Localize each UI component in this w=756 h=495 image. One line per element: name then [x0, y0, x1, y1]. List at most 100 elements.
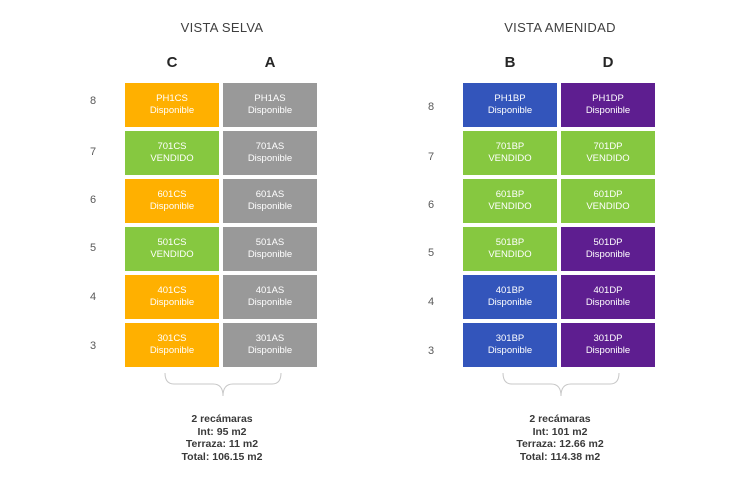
unit-code: 401CS: [157, 285, 187, 296]
unit-cell[interactable]: 401CS Disponible: [124, 274, 220, 320]
floor-label: 3: [89, 340, 97, 352]
summary-interior: Int: 101 m2: [532, 425, 588, 438]
unit-code: 401DP: [593, 285, 623, 296]
unit-cell[interactable]: 701BP VENDIDO: [462, 130, 558, 176]
unit-status: Disponible: [247, 249, 293, 260]
unit-status: Disponible: [149, 345, 195, 356]
unit-code: PH1AS: [254, 93, 286, 104]
unit-code: 401BP: [495, 285, 525, 296]
unit-grid-vista-selva: PH1CS Disponible PH1AS Disponible 701CS VEN…: [124, 82, 320, 372]
unit-code: PH1BP: [494, 93, 526, 104]
summary-bedrooms: 2 recámaras: [529, 413, 591, 425]
unit-status: Disponible: [487, 345, 533, 356]
unit-code: 701AS: [255, 141, 285, 152]
floor-label: 5: [427, 247, 435, 259]
unit-status: Disponible: [247, 345, 293, 356]
unit-cell[interactable]: 401AS Disponible: [222, 274, 318, 320]
unit-grid-vista-amenidad: PH1BP Disponible PH1DP Disponible 701BP VEN…: [462, 82, 658, 372]
floor-label: 6: [427, 199, 435, 211]
unit-code: PH1DP: [592, 93, 624, 104]
unit-code: 501AS: [255, 237, 285, 248]
unit-status: Disponible: [247, 201, 293, 212]
summary-total: Total: 106.15 m2: [181, 450, 263, 463]
unit-cell[interactable]: PH1CS Disponible: [124, 82, 220, 128]
unit-status: Disponible: [585, 297, 631, 308]
floor-label: 3: [427, 345, 435, 357]
unit-code: 501CS: [157, 237, 187, 248]
unit-code: 701BP: [495, 141, 525, 152]
unit-status: VENDIDO: [150, 249, 194, 260]
floor-label: 5: [89, 242, 97, 254]
unit-cell[interactable]: 701CS VENDIDO: [124, 130, 220, 176]
unit-summary-vista-amenidad: 2 recámaras Int: 101 m2 Terraza: 12.66 m…: [460, 413, 660, 463]
unit-status: Disponible: [247, 153, 293, 164]
unit-status: VENDIDO: [150, 153, 194, 164]
column-header-a: A: [264, 54, 276, 71]
unit-cell[interactable]: 601BP VENDIDO: [462, 178, 558, 224]
floor-label: 4: [427, 296, 435, 308]
unit-code: 301BP: [495, 333, 525, 344]
unit-cell[interactable]: 401DP Disponible: [560, 274, 656, 320]
unit-cell[interactable]: 301BP Disponible: [462, 322, 558, 368]
summary-terrace: Terraza: 11 m2: [185, 438, 259, 450]
section-title-vista-amenidad: VISTA AMENIDAD: [504, 20, 616, 35]
unit-code: 301CS: [157, 333, 187, 344]
unit-status: Disponible: [487, 297, 533, 308]
unit-status: Disponible: [487, 105, 533, 116]
unit-status: Disponible: [585, 249, 631, 260]
unit-cell[interactable]: PH1DP Disponible: [560, 82, 656, 128]
unit-code: PH1CS: [156, 93, 188, 104]
unit-code: 301AS: [255, 333, 285, 344]
unit-cell[interactable]: 501BP VENDIDO: [462, 226, 558, 272]
unit-status: Disponible: [585, 345, 631, 356]
unit-code: 601DP: [593, 189, 623, 200]
summary-terrace: Terraza: 12.66 m2: [516, 438, 604, 450]
unit-status: VENDIDO: [586, 201, 630, 212]
floor-label: 7: [427, 151, 435, 163]
brace-icon: [502, 372, 620, 397]
unit-cell[interactable]: 501CS VENDIDO: [124, 226, 220, 272]
unit-status: VENDIDO: [488, 201, 532, 212]
unit-code: 501BP: [495, 237, 525, 248]
unit-cell[interactable]: PH1AS Disponible: [222, 82, 318, 128]
unit-cell[interactable]: 501AS Disponible: [222, 226, 318, 272]
unit-cell[interactable]: 501DP Disponible: [560, 226, 656, 272]
unit-code: 701DP: [593, 141, 623, 152]
unit-code: 601CS: [157, 189, 187, 200]
unit-code: 701CS: [157, 141, 187, 152]
brace-icon: [164, 372, 282, 397]
unit-cell[interactable]: 601CS Disponible: [124, 178, 220, 224]
summary-total: Total: 114.38 m2: [519, 450, 601, 463]
unit-status: Disponible: [585, 105, 631, 116]
unit-status: Disponible: [149, 297, 195, 308]
unit-status: Disponible: [149, 105, 195, 116]
floor-label: 7: [89, 146, 97, 158]
unit-cell[interactable]: PH1BP Disponible: [462, 82, 558, 128]
unit-cell[interactable]: 601DP VENDIDO: [560, 178, 656, 224]
unit-code: 401AS: [255, 285, 285, 296]
floor-label: 6: [89, 194, 97, 206]
unit-cell[interactable]: 301DP Disponible: [560, 322, 656, 368]
column-header-d: D: [602, 54, 614, 71]
section-title-vista-selva: VISTA SELVA: [180, 20, 264, 35]
column-header-c: C: [166, 54, 178, 71]
unit-status: Disponible: [247, 297, 293, 308]
floor-label: 8: [89, 95, 97, 107]
unit-cell[interactable]: 301AS Disponible: [222, 322, 318, 368]
unit-cell[interactable]: 401BP Disponible: [462, 274, 558, 320]
unit-summary-vista-selva: 2 recámaras Int: 95 m2 Terraza: 11 m2 To…: [122, 413, 322, 463]
unit-code: 601AS: [255, 189, 285, 200]
unit-code: 601BP: [495, 189, 525, 200]
unit-cell[interactable]: 601AS Disponible: [222, 178, 318, 224]
unit-status: Disponible: [247, 105, 293, 116]
summary-interior: Int: 95 m2: [197, 425, 247, 438]
unit-cell[interactable]: 701DP VENDIDO: [560, 130, 656, 176]
unit-status: Disponible: [149, 201, 195, 212]
unit-code: 301DP: [593, 333, 623, 344]
unit-status: VENDIDO: [488, 153, 532, 164]
unit-cell[interactable]: 701AS Disponible: [222, 130, 318, 176]
unit-code: 501DP: [593, 237, 623, 248]
floor-label: 4: [89, 291, 97, 303]
unit-status: VENDIDO: [488, 249, 532, 260]
unit-cell[interactable]: 301CS Disponible: [124, 322, 220, 368]
